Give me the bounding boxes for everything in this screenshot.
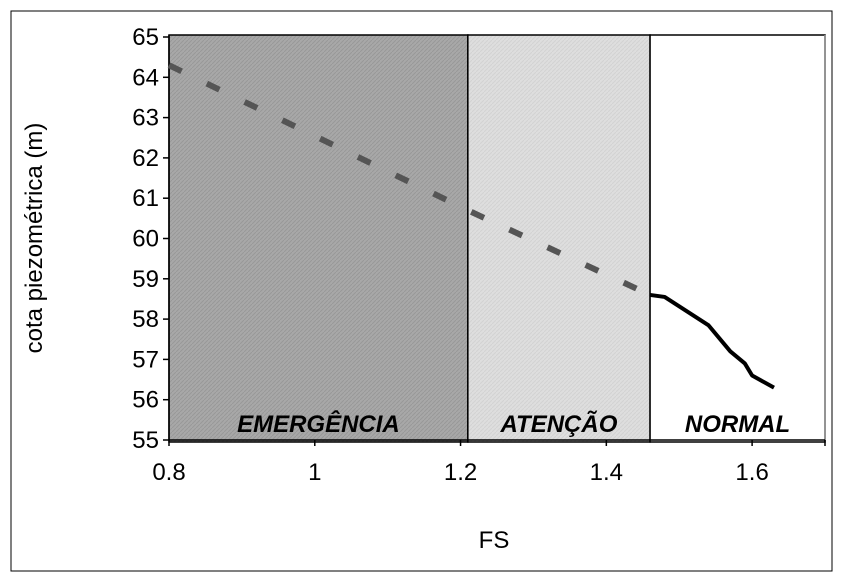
zone-label-emergncia: EMERGÊNCIA [237, 410, 400, 438]
zone-label-normal: NORMAL [685, 411, 790, 438]
zone-label-ateno: ATENÇÃO [500, 410, 618, 438]
zone-labels-layer: EMERGÊNCIA ATENÇÃO NORMAL [237, 410, 790, 438]
series-layer [167, 62, 775, 390]
zone-ateno-band [467, 34, 651, 443]
x-axis-title: FS [479, 527, 510, 554]
axes-layer [168, 35, 826, 441]
x-tick-label: 0.8 [152, 459, 185, 486]
y-tick-label: 61 [132, 185, 159, 212]
x-tick-label: 1.2 [444, 459, 477, 486]
y-tick-label: 55 [132, 427, 159, 454]
y-tick-label: 62 [132, 145, 159, 172]
x-tick-label: 1.6 [735, 459, 768, 486]
series-line-dashed [167, 62, 652, 298]
y-tick-label: 56 [132, 387, 159, 414]
x-tick-label: 1.4 [590, 459, 623, 486]
y-tick-label: 60 [132, 226, 159, 253]
y-axis-title: cota piezométrica (m) [21, 123, 48, 354]
y-tick-label: 63 [132, 105, 159, 132]
y-tick-label: 58 [132, 306, 159, 333]
zone-emergncia-band [168, 34, 469, 443]
zones-layer [168, 34, 826, 443]
y-tick-label: 64 [132, 64, 159, 91]
series-line-solid [649, 292, 775, 390]
y-tick-label: 59 [132, 266, 159, 293]
zone-normal-band [649, 34, 826, 443]
y-tick-label: 65 [132, 24, 159, 51]
x-tick-label: 1 [308, 459, 321, 486]
y-tick-label: 57 [132, 346, 159, 373]
ticks-layer: 55 56 57 58 59 60 61 62 63 64 65 0.8 1 1.2 1.4 1.6 [132, 24, 826, 486]
